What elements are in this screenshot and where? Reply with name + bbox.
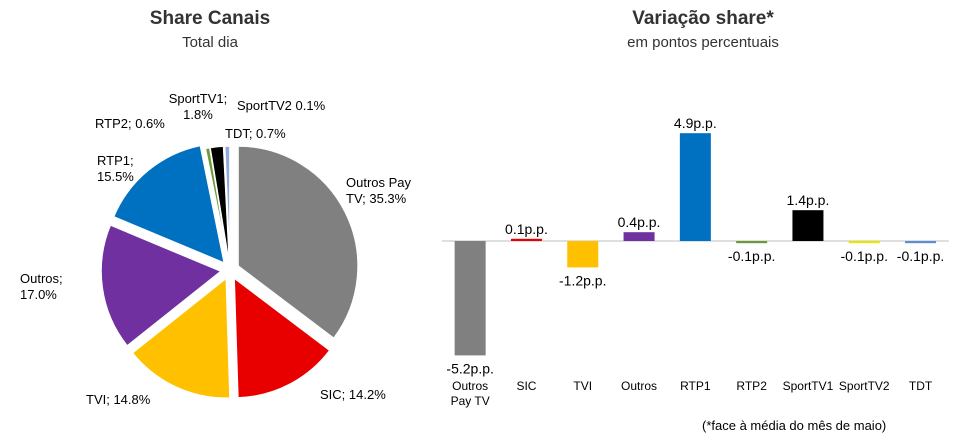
bar-value-label-outros: 0.4p.p. bbox=[618, 214, 661, 230]
bar-tvi bbox=[567, 241, 599, 268]
pie-slice-outros-pay-tv bbox=[237, 145, 359, 340]
bar-sic bbox=[510, 238, 542, 241]
bar-chart-title: Variação share* bbox=[632, 8, 774, 29]
pie-label-outros-pay-tv: Outros Pay TV; 35.3% bbox=[346, 175, 412, 206]
bar-sporttv2 bbox=[848, 241, 880, 244]
pie-slice-tvi bbox=[131, 276, 231, 399]
bar-value-label-sic: 0.1p.p. bbox=[505, 221, 548, 237]
pie-slice-rtp1 bbox=[112, 144, 226, 265]
pie-slice-sic bbox=[233, 276, 331, 399]
pie-label-sporttv1: SportTV1; 1.8% bbox=[169, 91, 228, 122]
bar-category-label-sic: SIC bbox=[516, 379, 536, 393]
bar-outros bbox=[623, 232, 655, 241]
bar-category-label-outros-pay-tv: Outros Pay TV bbox=[451, 379, 490, 408]
bar-rtp2 bbox=[736, 241, 768, 244]
bar-category-label-sporttv1: SportTV1 bbox=[783, 379, 834, 393]
pie-slice-outros bbox=[100, 223, 223, 348]
pie-label-outros: Outros; 17.0% bbox=[20, 271, 63, 302]
bar-value-label-sporttv1: 1.4p.p. bbox=[787, 192, 830, 208]
bar-category-label-sporttv2: SportTV2 bbox=[839, 379, 890, 393]
bar-category-label-tdt: TDT bbox=[909, 379, 933, 393]
bar-category-label-tvi: TVI bbox=[573, 379, 592, 393]
bar-chart-footnote: (*face à média do mês de maio) bbox=[702, 418, 887, 433]
bar-value-label-rtp1: 4.9p.p. bbox=[674, 115, 717, 131]
bar-chart-subtitle: em pontos percentuais bbox=[627, 34, 779, 51]
bar-outros-pay-tv bbox=[454, 241, 486, 356]
bar-value-label-tvi: -1.2p.p. bbox=[559, 272, 606, 288]
pie-chart: Outros Pay TV; 35.3% SIC; 14.2% TVI; 14.8% O… bbox=[20, 91, 412, 407]
pie-label-tvi: TVI; 14.8% bbox=[86, 392, 151, 407]
pie-label-rtp2: RTP2; 0.6% bbox=[95, 116, 165, 131]
bar-chart-panel: Variação share* em pontos percentuais -5… bbox=[430, 0, 976, 447]
pie-label-sporttv2: SportTV2 0.1% bbox=[237, 98, 326, 113]
pie-chart-title: Share Canais bbox=[149, 8, 271, 29]
bar-value-label-tdt: -0.1p.p. bbox=[897, 248, 944, 264]
bar-category-label-rtp1: RTP1 bbox=[680, 379, 711, 393]
pie-chart-subtitle: Total dia bbox=[182, 34, 238, 51]
pie-label-sic: SIC; 14.2% bbox=[320, 387, 386, 402]
pie-label-rtp1: RTP1; 15.5% bbox=[97, 153, 134, 184]
pie-label-tdt: TDT; 0.7% bbox=[225, 126, 286, 141]
bar-category-label-outros: Outros bbox=[621, 379, 657, 393]
bar-category-label-rtp2: RTP2 bbox=[736, 379, 767, 393]
bar-value-label-rtp2: -0.1p.p. bbox=[728, 248, 775, 264]
bar-value-label-outros-pay-tv: -5.2p.p. bbox=[446, 360, 493, 376]
pie-chart-panel: Share Canais Total dia Outros Pay TV; 35.… bbox=[0, 0, 420, 447]
bar-tdt bbox=[905, 241, 937, 244]
pie-slice-tdt bbox=[223, 145, 231, 267]
bar-sporttv1 bbox=[792, 210, 824, 241]
bar-rtp1 bbox=[679, 133, 711, 241]
bar-chart: -5.2p.p. Outros Pay TV 0.1p.p. SIC -1.2p.p. TV… bbox=[442, 115, 949, 408]
bar-value-label-sporttv2: -0.1p.p. bbox=[841, 248, 888, 264]
